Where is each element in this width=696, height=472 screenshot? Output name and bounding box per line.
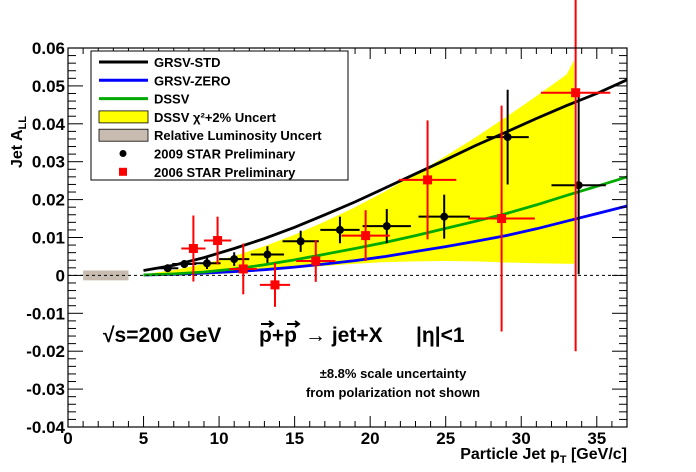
point-2006-4 (259, 262, 291, 307)
marker-square (270, 280, 280, 290)
point-2009-4 (219, 252, 250, 266)
marker-circle (296, 237, 305, 246)
point-2009-8 (362, 209, 411, 244)
energy-label: √s=200 GeV (103, 324, 221, 347)
y-tick-label: 0 (56, 266, 65, 285)
marker-square (497, 214, 507, 224)
legend-box-swatch (98, 128, 149, 142)
x-tick-label: 0 (63, 429, 72, 448)
legend-item: Relative Luminosity Uncert (98, 128, 322, 143)
y-tick-label: 0.03 (32, 153, 65, 172)
theory-curves (143, 78, 628, 277)
y-axis-title: Jet ALL (9, 116, 29, 168)
x-tick-label: 20 (361, 429, 380, 448)
legend-item: 2009 STAR Preliminary (119, 147, 296, 162)
marker-circle (230, 255, 239, 264)
legend-item: 2006 STAR Preliminary (119, 165, 296, 180)
curve-grsv-zero (143, 204, 628, 277)
marker-circle (503, 133, 512, 142)
marker-square (238, 264, 248, 274)
point-2006-3 (229, 243, 257, 295)
legend-label: DSSV (154, 92, 190, 107)
point-2009-5 (250, 246, 285, 263)
point-2006-9 (540, 0, 611, 352)
legend-label: DSSV χ²+2% Uncert (154, 110, 277, 125)
legend-label: GRSV-ZERO (154, 73, 231, 88)
marker-square (188, 243, 198, 253)
y-tick-label: -0.04 (26, 418, 65, 437)
x-axis-title-sub: T (560, 454, 567, 466)
marker-circle (574, 181, 583, 190)
legend-label: GRSV-STD (154, 55, 220, 70)
x-tick-label: 10 (210, 429, 229, 448)
marker-circle (202, 259, 211, 268)
y-tick-label: 0.05 (32, 77, 65, 96)
point-2009-6 (282, 230, 319, 252)
legend-label: 2009 STAR Preliminary (154, 147, 296, 162)
legend-item: GRSV-ZERO (99, 73, 231, 88)
legend-item: GRSV-STD (99, 55, 220, 70)
marker-circle (180, 260, 189, 269)
marker-square (311, 256, 321, 266)
marker-square (423, 175, 433, 185)
legend-item: DSSV (99, 92, 190, 107)
marker-circle (335, 225, 344, 234)
legend: GRSV-STD GRSV-ZERO DSSV DSSV χ²+2% Uncert Re… (90, 50, 349, 181)
y-tick-label: 0.06 (32, 39, 65, 58)
curve-dssv (143, 175, 628, 277)
y-tick-label: -0.03 (26, 380, 65, 399)
point-2006-5 (296, 240, 336, 282)
scale-note-line1: ±8.8% scale uncertainty (320, 366, 467, 381)
marker-square (213, 236, 223, 246)
point-2006-1 (181, 215, 206, 282)
x-tick-label: 5 (139, 429, 148, 448)
polarization-arrow-2 (287, 320, 301, 328)
x-tick-label: 35 (587, 429, 606, 448)
marker-circle (263, 250, 272, 259)
x-axis-title: Particle Jet pT [GeV/c] (460, 446, 627, 466)
marker-circle (440, 212, 449, 221)
point-2006-8 (468, 105, 535, 332)
legend-circle-swatch (119, 150, 127, 157)
eta-label: |η|<1 (416, 324, 465, 347)
y-tick-label: 0.04 (32, 115, 66, 134)
data-points (157, 0, 611, 352)
scale-note-line2: from polarization not shown (306, 385, 480, 400)
dssv-uncertainty-band (143, 60, 575, 276)
marker-square (361, 231, 371, 241)
point-2006-2 (203, 216, 232, 265)
reaction-lhs: p+p (259, 324, 297, 347)
marker-circle (163, 264, 172, 273)
y-tick-label: -0.01 (26, 304, 65, 323)
curve-grsv-std (143, 78, 628, 272)
x-tick-label: 30 (512, 429, 531, 448)
point-2009-1 (157, 264, 179, 273)
point-2006-7 (398, 120, 457, 240)
legend-label: Relative Luminosity Uncert (154, 128, 322, 143)
point-2009-11 (551, 96, 606, 275)
x-tick-label: 15 (285, 429, 304, 448)
reaction-rhs: → jet+X (305, 324, 383, 347)
marker-square (571, 88, 581, 98)
point-2009-10 (486, 89, 529, 185)
point-2006-6 (341, 210, 390, 261)
legend-item: DSSV χ²+2% Uncert (98, 110, 277, 125)
reaction-label: p+p → jet+X (259, 320, 383, 347)
y-tick-label: 0.01 (32, 229, 65, 248)
axes: 0 5 10 15 20 25 30 35 -0.04 -0.03 -0.02 -0.01 0 0.01 0… (26, 39, 628, 448)
y-axis-title-sub: LL (17, 116, 29, 130)
point-2009-2 (172, 260, 197, 269)
polarization-arrow-1 (261, 320, 275, 328)
x-tick-label: 25 (436, 429, 455, 448)
y-tick-label: 0.02 (32, 191, 65, 210)
point-2009-3 (193, 257, 221, 269)
point-2009-7 (320, 216, 360, 244)
marker-circle (382, 222, 391, 231)
legend-box-swatch (98, 110, 149, 124)
legend-square-swatch (119, 167, 127, 176)
legend-label: 2006 STAR Preliminary (154, 165, 296, 180)
y-tick-label: -0.02 (26, 342, 65, 361)
x-axis-title-units: [GeV/c] (567, 446, 627, 463)
